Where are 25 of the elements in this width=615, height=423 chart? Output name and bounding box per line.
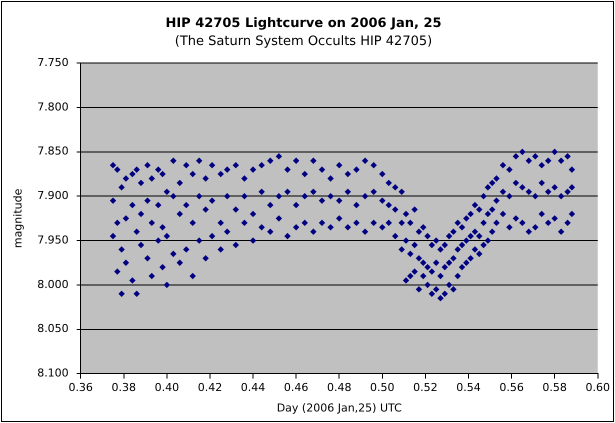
y-tick-label: 7.800 <box>37 100 69 114</box>
x-tick-label: 0.38 <box>112 381 136 394</box>
y-tick-label: 8.000 <box>37 278 69 291</box>
y-tick-label: 8.050 <box>37 322 69 336</box>
y-tick-label: 7.900 <box>37 189 69 202</box>
x-tick-label: 0.46 <box>284 381 308 394</box>
x-tick-label: 0.54 <box>456 381 481 394</box>
y-tick-label: 7.750 <box>37 56 69 70</box>
y-tick-label: 7.850 <box>37 144 69 158</box>
x-tick-label: 0.44 <box>240 381 266 394</box>
chart-subtitle: (The Saturn System Occults HIP 42705) <box>174 34 432 49</box>
x-tick-label: 0.56 <box>499 381 524 394</box>
x-tick-label: 0.48 <box>326 381 352 394</box>
x-tick-label: 0.60 <box>586 381 610 394</box>
x-axis-title: Day (2006 Jan,25) UTC <box>276 401 402 414</box>
x-tick-label: 0.40 <box>154 381 180 394</box>
chart-title: HIP 42705 Lightcurve on 2006 Jan, 25 <box>165 16 442 32</box>
x-tick-label: 0.52 <box>413 381 438 394</box>
x-tick-label: 0.50 <box>370 381 395 394</box>
y-tick-label: 8.100 <box>37 366 69 380</box>
x-tick-label: 0.42 <box>198 381 222 394</box>
x-tick-label: 0.58 <box>542 381 567 394</box>
y-tick-label: 7.950 <box>37 233 69 246</box>
x-tick-label: 0.36 <box>68 381 93 394</box>
y-axis-title: magnitude <box>11 188 24 248</box>
